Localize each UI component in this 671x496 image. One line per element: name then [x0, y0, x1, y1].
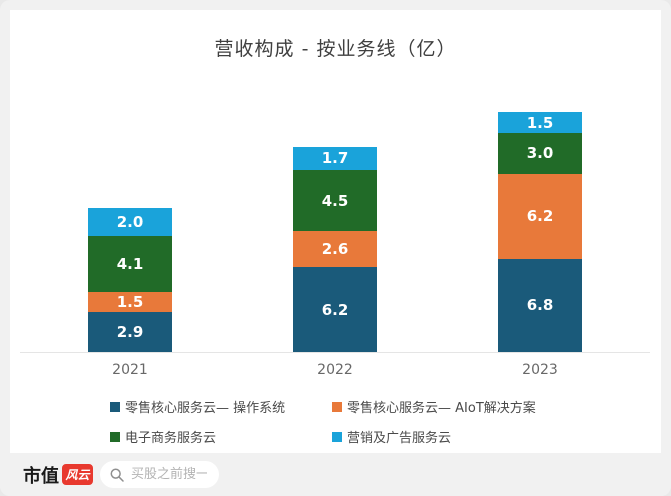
search-box[interactable]	[100, 461, 219, 488]
legend-label: 零售核心服务云— 操作系统	[125, 401, 286, 416]
bar-segment: 2.0	[88, 208, 172, 236]
value-label: 6.2	[321, 300, 349, 319]
x-axis-labels: 2021 2022 2023	[20, 362, 650, 378]
legend-item: 零售核心服务云— 操作系统	[110, 397, 332, 416]
bar-segment: 6.2	[498, 173, 582, 259]
value-label: 4.1	[116, 254, 144, 273]
brand-logo: 风云	[61, 463, 94, 486]
value-label: 2.6	[321, 240, 349, 259]
legend-swatch	[332, 401, 342, 412]
chart-title: 营收构成 - 按业务线（亿）	[214, 38, 457, 60]
bar-segment: 6.8	[498, 258, 582, 352]
legend-swatch	[332, 431, 342, 442]
value-label: 1.7	[321, 149, 349, 168]
value-label: 1.5	[526, 113, 554, 132]
x-tick-label: 2022	[317, 362, 353, 378]
bar-segment: 6.2	[293, 267, 377, 352]
legend-swatch	[110, 431, 120, 442]
legend-label: 电子商务服务云	[125, 431, 217, 446]
value-label: 6.8	[526, 296, 554, 315]
value-label: 1.5	[116, 293, 144, 311]
value-label: 2.9	[116, 323, 144, 342]
bar-segment: 1.5	[88, 291, 172, 313]
legend-label: 营销及广告服务云	[347, 431, 452, 446]
search-input[interactable]	[129, 466, 209, 483]
legend-item: 营销及广告服务云	[332, 427, 536, 446]
bar-segment: 2.9	[88, 312, 172, 352]
bar-segment: 4.1	[88, 235, 172, 292]
value-label: 3.0	[526, 144, 554, 163]
stacked-bar: 2.0 4.1 1.5 2.9	[88, 208, 172, 352]
legend-label: 零售核心服务云— AIoT解决方案	[347, 401, 536, 416]
plot-area: 2.0 4.1 1.5 2.9 1.7 4.5 2.6 6.2 1.5 3.0 6.2 6.8	[20, 112, 650, 353]
bar-segment: 4.5	[293, 169, 377, 232]
search-icon	[110, 468, 124, 482]
bar-segment: 3.0	[498, 132, 582, 174]
legend-swatch	[110, 401, 120, 412]
bar-segment: 2.6	[293, 231, 377, 268]
value-label: 4.5	[321, 191, 349, 210]
value-label: 6.2	[526, 207, 554, 226]
legend-item: 零售核心服务云— AIoT解决方案	[332, 397, 536, 416]
chart-legend: 零售核心服务云— 操作系统 零售核心服务云— AIoT解决方案电子商务服务云 营销及…	[110, 397, 536, 446]
brand-name: 市值	[23, 465, 59, 487]
bar-segment: 1.5	[498, 112, 582, 133]
stacked-bar: 1.5 3.0 6.2 6.8	[498, 112, 582, 352]
footer-bar: 市值 风云	[0, 453, 671, 496]
x-tick-label: 2023	[522, 362, 558, 378]
x-tick-label: 2021	[112, 362, 148, 378]
value-label: 2.0	[116, 212, 144, 231]
legend-item: 电子商务服务云	[110, 427, 332, 446]
chart-card: 营收构成 - 按业务线（亿） 2.0 4.1 1.5 2.9 1.7 4.5 2.6 6.2 1…	[10, 10, 661, 453]
stacked-bar: 1.7 4.5 2.6 6.2	[293, 146, 377, 352]
bar-segment: 1.7	[293, 146, 377, 170]
